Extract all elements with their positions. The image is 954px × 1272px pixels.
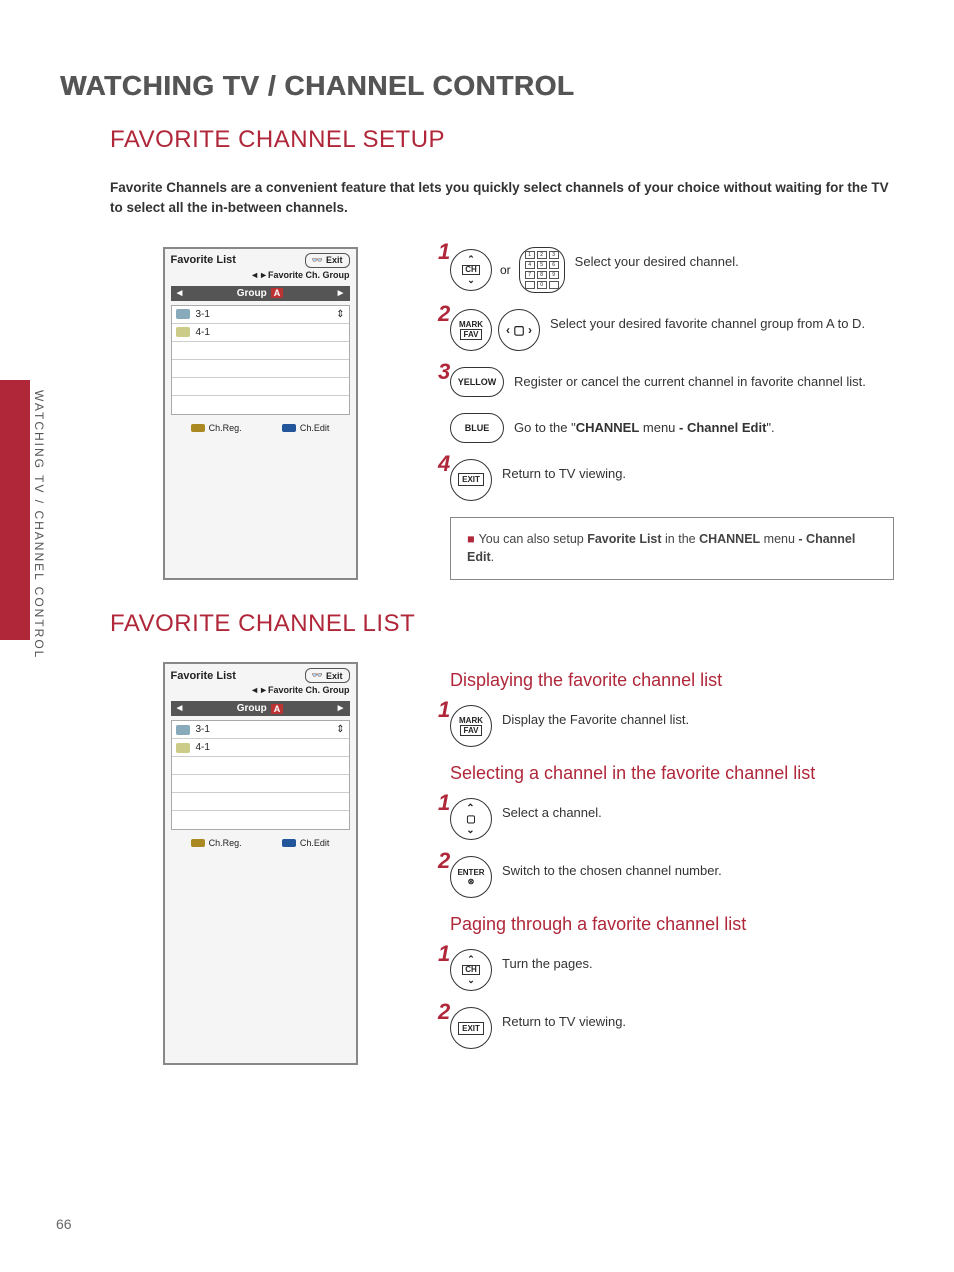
ch-button-icon: ⌃CH⌄ [450,249,492,291]
osd-group-bar: ◄ GroupA ► [171,286,350,301]
step-4-text: Return to TV viewing. [502,459,894,484]
osd-exit: 👓Exit [305,253,350,268]
sub-title-paging: Paging through a favorite channel list [450,914,894,935]
osd-channel-list: 3-1⇕ 4-1 [171,305,350,415]
nav-button-icon: ‹ ▢ › [498,309,540,351]
step-2-text: Select your desired favorite channel gro… [550,309,894,334]
ch-button-icon: ⌃CH⌄ [450,949,492,991]
page-number: 66 [56,1216,72,1232]
or-text: or [498,263,513,277]
sub3-step2: 2 EXIT Return to TV viewing. [450,1007,894,1049]
enter-button-icon: ENTER⊛ [450,856,492,898]
step-3b: BLUE Go to the "CHANNEL menu - Channel E… [450,413,894,443]
yellow-button-icon: YELLOW [450,367,504,397]
note-box: ■You can also setup Favorite List in the… [450,517,894,581]
exit-button-icon: EXIT [450,1007,492,1049]
mark-fav-button-icon: MARKFAV [450,309,492,351]
sub1-step1: 1 MARKFAV Display the Favorite channel l… [450,705,894,747]
osd-subtitle: ◄►Favorite Ch. Group [165,270,356,284]
osd-footer: Ch.Reg. Ch.Edit [165,419,356,437]
step-2: 2 MARKFAV ‹ ▢ › Select your desired favo… [450,309,894,351]
section-title-setup: FAVORITE CHANNEL SETUP [110,126,894,154]
step-4: 4 EXIT Return to TV viewing. [450,459,894,501]
step-3: 3 YELLOW Register or cancel the current … [450,367,894,397]
side-section-label: WATCHING TV / CHANNEL CONTROL [32,390,46,659]
mark-fav-button-icon: MARKFAV [450,705,492,747]
section-title-list: FAVORITE CHANNEL LIST [110,610,894,638]
osd-favorite-list-2: Favorite List 👓Exit ◄►Favorite Ch. Group… [163,662,358,1065]
step-1: 1 ⌃CH⌄ or 1234567890 Select your desired… [450,247,894,293]
step-1-text: Select your desired channel. [575,247,894,272]
blue-button-icon: BLUE [450,413,504,443]
sub-title-displaying: Displaying the favorite channel list [450,670,894,691]
intro-paragraph: Favorite Channels are a convenient featu… [110,178,894,219]
step-3b-text: Go to the "CHANNEL menu - Channel Edit". [514,413,894,438]
osd-title: Favorite List [171,254,236,266]
nav-button-icon: ⌃▢⌄ [450,798,492,840]
step-3-text: Register or cancel the current channel i… [514,367,894,392]
sub2-step2: 2 ENTER⊛ Switch to the chosen channel nu… [450,856,894,898]
sub2-step1: 1 ⌃▢⌄ Select a channel. [450,798,894,840]
side-tab [0,380,30,640]
exit-button-icon: EXIT [450,459,492,501]
sub3-step1: 1 ⌃CH⌄ Turn the pages. [450,949,894,991]
osd-favorite-list: Favorite List 👓Exit ◄►Favorite Ch. Group… [163,247,358,581]
sub-title-selecting: Selecting a channel in the favorite chan… [450,763,894,784]
page-title: WATCHING TV / CHANNEL CONTROL [60,70,894,102]
keypad-icon: 1234567890 [519,247,565,293]
